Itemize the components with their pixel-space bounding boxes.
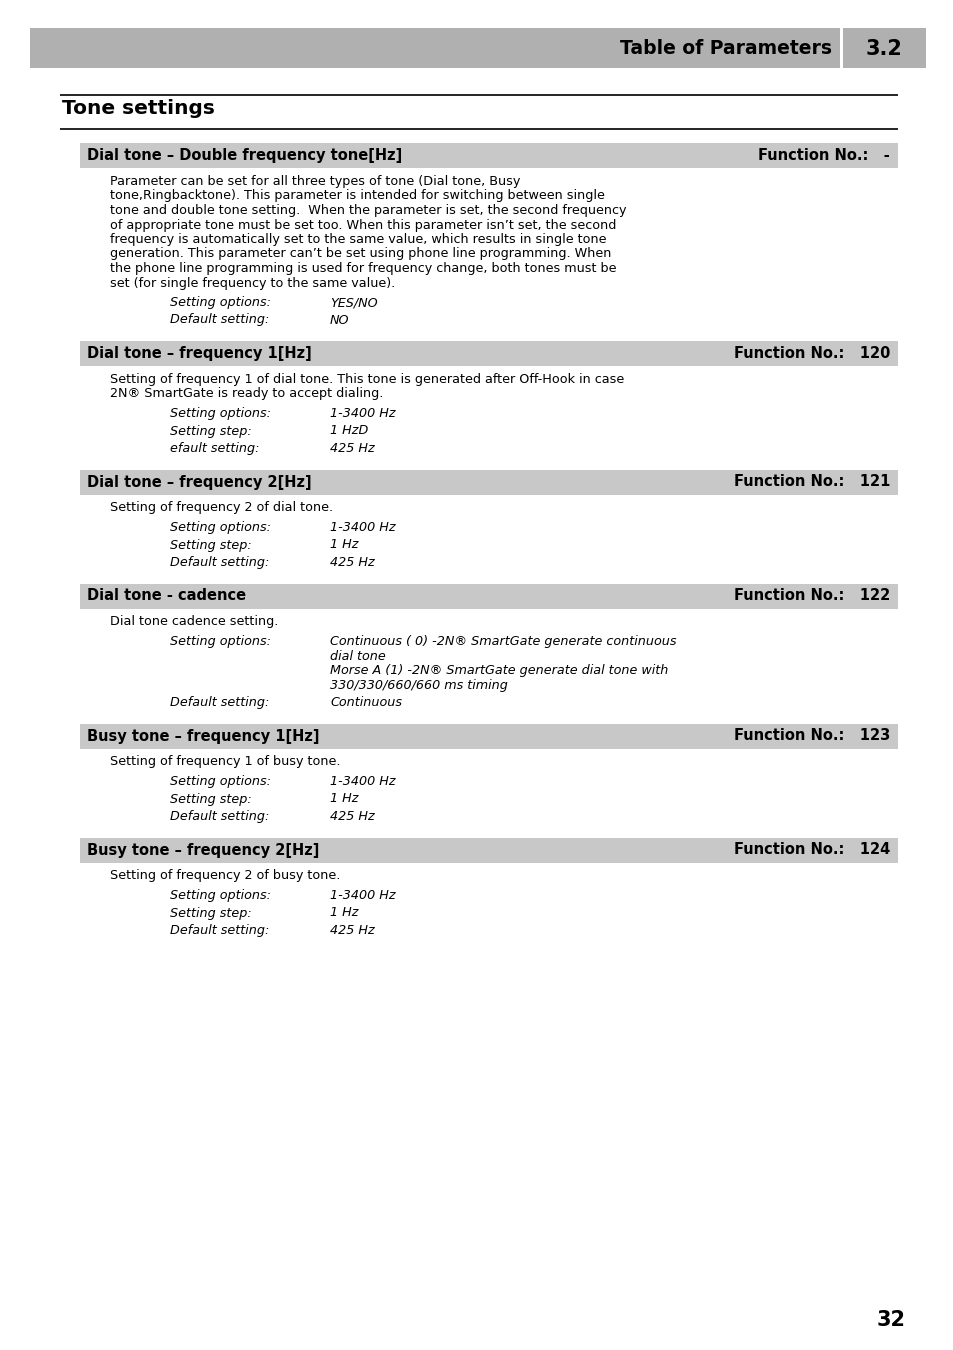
Text: Dial tone cadence setting.: Dial tone cadence setting. xyxy=(110,616,278,629)
Text: tone,Ringbacktone). This parameter is intended for switching between single: tone,Ringbacktone). This parameter is in… xyxy=(110,189,604,202)
Text: 330/330/660/660 ms timing: 330/330/660/660 ms timing xyxy=(330,679,507,691)
Text: 1 Hz: 1 Hz xyxy=(330,792,358,806)
Text: Setting of frequency 2 of busy tone.: Setting of frequency 2 of busy tone. xyxy=(110,869,340,883)
Text: Default setting:: Default setting: xyxy=(170,810,269,824)
Text: 1 Hz: 1 Hz xyxy=(330,906,358,919)
Bar xyxy=(80,342,897,366)
Text: dial tone: dial tone xyxy=(330,649,385,663)
Text: Setting options:: Setting options: xyxy=(170,296,271,309)
Text: Continuous: Continuous xyxy=(330,697,401,709)
Text: Setting step:: Setting step: xyxy=(170,539,252,552)
Text: Dial tone - cadence: Dial tone - cadence xyxy=(87,589,246,603)
Bar xyxy=(80,143,897,167)
Text: 2N® SmartGate is ready to accept dialing.: 2N® SmartGate is ready to accept dialing… xyxy=(110,387,383,401)
Text: Setting of frequency 2 of dial tone.: Setting of frequency 2 of dial tone. xyxy=(110,501,333,514)
Text: Function No.:   124: Function No.: 124 xyxy=(733,842,889,857)
Text: Setting options:: Setting options: xyxy=(170,775,271,788)
Text: tone and double tone setting.  When the parameter is set, the second frequency: tone and double tone setting. When the p… xyxy=(110,204,626,217)
Text: Busy tone – frequency 2[Hz]: Busy tone – frequency 2[Hz] xyxy=(87,842,319,857)
Text: 1-3400 Hz: 1-3400 Hz xyxy=(330,775,395,788)
Text: Default setting:: Default setting: xyxy=(170,697,269,709)
Text: 425 Hz: 425 Hz xyxy=(330,556,375,568)
Text: efault setting:: efault setting: xyxy=(170,441,259,455)
Text: Table of Parameters: Table of Parameters xyxy=(619,39,831,58)
Text: 425 Hz: 425 Hz xyxy=(330,441,375,455)
Text: Dial tone – frequency 1[Hz]: Dial tone – frequency 1[Hz] xyxy=(87,346,312,360)
Text: Setting options:: Setting options: xyxy=(170,406,271,420)
Text: Setting step:: Setting step: xyxy=(170,792,252,806)
Text: Function No.:   123: Function No.: 123 xyxy=(733,729,889,744)
Text: NO: NO xyxy=(330,313,349,327)
Text: 1 HzD: 1 HzD xyxy=(330,424,368,437)
Text: 1-3400 Hz: 1-3400 Hz xyxy=(330,406,395,420)
Text: Setting step:: Setting step: xyxy=(170,906,252,919)
Bar xyxy=(840,28,842,68)
Text: Function No.:   -: Function No.: - xyxy=(758,148,889,163)
Text: 425 Hz: 425 Hz xyxy=(330,923,375,937)
Text: Setting of frequency 1 of dial tone. This tone is generated after Off-Hook in ca: Setting of frequency 1 of dial tone. Thi… xyxy=(110,373,623,386)
Text: of appropriate tone must be set too. When this parameter isn’t set, the second: of appropriate tone must be set too. Whe… xyxy=(110,219,616,231)
Bar xyxy=(80,470,897,494)
Text: 32: 32 xyxy=(876,1310,905,1330)
Text: Busy tone – frequency 1[Hz]: Busy tone – frequency 1[Hz] xyxy=(87,729,319,744)
Text: Setting of frequency 1 of busy tone.: Setting of frequency 1 of busy tone. xyxy=(110,756,340,768)
Text: frequency is automatically set to the same value, which results in single tone: frequency is automatically set to the sa… xyxy=(110,234,606,246)
Text: Setting options:: Setting options: xyxy=(170,890,271,902)
Text: Morse A (1) -2N® SmartGate generate dial tone with: Morse A (1) -2N® SmartGate generate dial… xyxy=(330,664,668,676)
Text: YES/NO: YES/NO xyxy=(330,296,377,309)
Text: Dial tone – frequency 2[Hz]: Dial tone – frequency 2[Hz] xyxy=(87,474,312,490)
Text: Setting step:: Setting step: xyxy=(170,424,252,437)
Text: Parameter can be set for all three types of tone (Dial tone, Busy: Parameter can be set for all three types… xyxy=(110,176,519,188)
Text: Tone settings: Tone settings xyxy=(62,99,214,117)
Text: Function No.:   120: Function No.: 120 xyxy=(733,346,889,360)
Text: Setting options:: Setting options: xyxy=(170,521,271,535)
Text: generation. This parameter can’t be set using phone line programming. When: generation. This parameter can’t be set … xyxy=(110,247,611,261)
Text: Default setting:: Default setting: xyxy=(170,313,269,327)
Text: 3.2: 3.2 xyxy=(865,39,902,59)
Bar xyxy=(80,724,897,748)
Text: 1 Hz: 1 Hz xyxy=(330,539,358,552)
Text: 425 Hz: 425 Hz xyxy=(330,810,375,824)
Text: the phone line programming is used for frequency change, both tones must be: the phone line programming is used for f… xyxy=(110,262,616,275)
Text: Dial tone – Double frequency tone[Hz]: Dial tone – Double frequency tone[Hz] xyxy=(87,148,402,163)
Text: Continuous ( 0) -2N® SmartGate generate continuous: Continuous ( 0) -2N® SmartGate generate … xyxy=(330,634,676,648)
Text: 1-3400 Hz: 1-3400 Hz xyxy=(330,521,395,535)
Bar xyxy=(80,583,897,609)
Text: Setting options:: Setting options: xyxy=(170,634,271,648)
Text: Default setting:: Default setting: xyxy=(170,923,269,937)
Text: Function No.:   121: Function No.: 121 xyxy=(733,474,889,490)
Bar xyxy=(80,837,897,863)
Text: set (for single frequency to the same value).: set (for single frequency to the same va… xyxy=(110,277,395,289)
Text: 1-3400 Hz: 1-3400 Hz xyxy=(330,890,395,902)
Text: Function No.:   122: Function No.: 122 xyxy=(733,589,889,603)
Text: Default setting:: Default setting: xyxy=(170,556,269,568)
Bar xyxy=(30,28,925,68)
